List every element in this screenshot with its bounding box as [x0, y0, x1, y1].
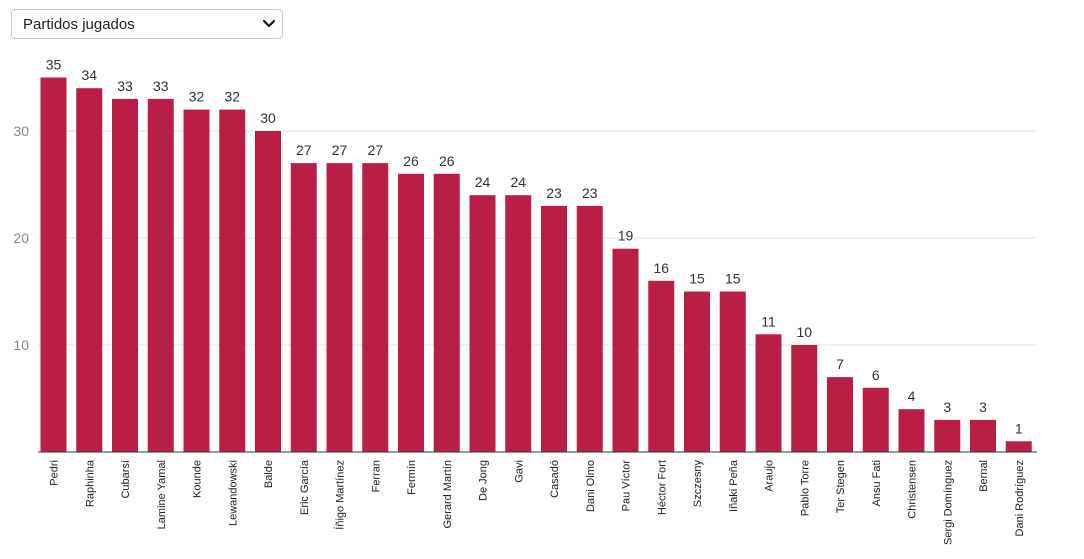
category-label: Lamine Yamal: [156, 460, 168, 529]
bar: [469, 195, 496, 452]
bar-value-label: 34: [81, 67, 97, 83]
bar-value-label: 4: [908, 388, 916, 404]
bar-value-label: 3: [979, 399, 987, 415]
bar-value-label: 15: [725, 271, 741, 287]
bar-value-label: 32: [189, 89, 205, 105]
bar-value-label: 23: [582, 185, 598, 201]
bar-value-label: 10: [796, 324, 812, 340]
bar: [827, 377, 853, 452]
bar: [362, 163, 389, 452]
bar: [112, 98, 138, 453]
category-label: Balde: [263, 460, 275, 488]
bar-value-label: 1: [1015, 420, 1023, 436]
category-label: Gavi: [513, 460, 525, 483]
bar: [862, 387, 889, 452]
bar: [612, 248, 639, 452]
bar: [76, 88, 103, 452]
category-label: Dani Rodríguez: [1014, 460, 1026, 536]
category-label: Casadó: [549, 460, 561, 498]
category-label: Dani Olmo: [585, 460, 597, 512]
bar: [290, 163, 317, 452]
bar: [576, 205, 603, 452]
category-label: Ter Stegen: [835, 460, 847, 513]
bar: [1005, 441, 1032, 452]
y-axis-ticks: 10 20 30: [13, 123, 29, 353]
category-label: Christensen: [907, 460, 919, 519]
bar-value-label: 11: [761, 313, 776, 329]
bar: [719, 291, 746, 452]
bar-value-label: 27: [296, 142, 312, 158]
category-label: Araujo: [764, 460, 776, 492]
category-label: Szczesny: [692, 460, 704, 508]
bar: [755, 334, 782, 452]
bar: [648, 280, 675, 452]
bar: [684, 291, 710, 452]
category-label: Ferran: [370, 460, 382, 492]
bar: [791, 345, 818, 452]
y-tick-label: 30: [13, 123, 29, 139]
bar: [147, 98, 174, 453]
category-label: Sergi Domínguez: [942, 460, 954, 545]
bars: [40, 77, 1032, 453]
y-tick-label: 10: [13, 337, 29, 353]
bar-value-label: 27: [367, 142, 383, 158]
category-label: Cubarsí: [120, 460, 132, 499]
metric-dropdown-value: Partidos jugados: [23, 15, 135, 33]
bar-value-label: 3: [943, 399, 951, 415]
bar: [183, 109, 210, 452]
bar-value-label: 23: [546, 185, 562, 201]
bar: [505, 195, 532, 452]
bar-value-label: 26: [403, 153, 419, 169]
bar-value-label: 7: [836, 356, 844, 372]
bar: [934, 419, 961, 452]
bar: [541, 205, 567, 452]
bar-value-label: 32: [224, 89, 240, 105]
category-label: Ansu Fati: [871, 460, 883, 506]
bar: [433, 173, 460, 453]
bar: [970, 419, 996, 452]
metric-dropdown[interactable]: Partidos jugados: [11, 9, 283, 39]
category-label: De Jong: [478, 460, 490, 501]
bar-value-label: 27: [332, 142, 348, 158]
bar: [898, 409, 925, 452]
bar-value-label: 24: [510, 174, 526, 190]
bar: [255, 131, 281, 452]
bar-value-label: 16: [653, 260, 669, 276]
bar-value-label: 35: [46, 57, 62, 73]
category-label: Iñaki Peña: [728, 459, 740, 512]
category-label: Gerard Martín: [442, 460, 454, 528]
category-label: Pau Víctor: [621, 460, 633, 512]
category-label: Kounde: [192, 460, 204, 498]
y-tick-label: 20: [13, 230, 29, 246]
bar-value-label: 24: [475, 174, 491, 190]
category-label: Eric García: [299, 459, 311, 515]
bar-value-label: 26: [439, 153, 455, 169]
bar: [40, 77, 67, 452]
category-label: Íñigo Martínez: [334, 460, 347, 530]
chevron-down-icon: [256, 19, 282, 29]
category-label: Bernal: [978, 460, 990, 492]
bar-value-label: 6: [872, 367, 880, 383]
category-label: Pablo Torre: [799, 460, 811, 516]
bar-value-label: 33: [153, 78, 169, 94]
bar-value-label: 30: [260, 110, 276, 126]
bar-value-label: 15: [689, 271, 705, 287]
bar: [398, 173, 424, 453]
bar-value-label: 33: [117, 78, 133, 94]
bar: [326, 163, 353, 452]
category-labels: Pedri Raphinha Cubarsí Lamine Yamal Kounde Le…: [49, 459, 1026, 545]
category-label: Lewandowski: [227, 460, 239, 526]
category-label: Raphinha: [84, 459, 96, 507]
category-label: Pedri: [49, 460, 61, 486]
bar-value-label: 19: [618, 228, 634, 244]
bar: [219, 109, 246, 452]
category-label: Fermín: [406, 460, 418, 495]
category-label: Héctor Fort: [656, 460, 668, 515]
